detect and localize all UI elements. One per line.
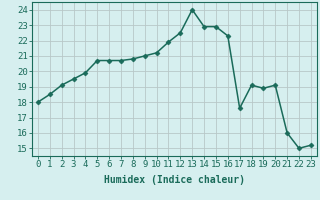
X-axis label: Humidex (Indice chaleur): Humidex (Indice chaleur) <box>104 175 245 185</box>
